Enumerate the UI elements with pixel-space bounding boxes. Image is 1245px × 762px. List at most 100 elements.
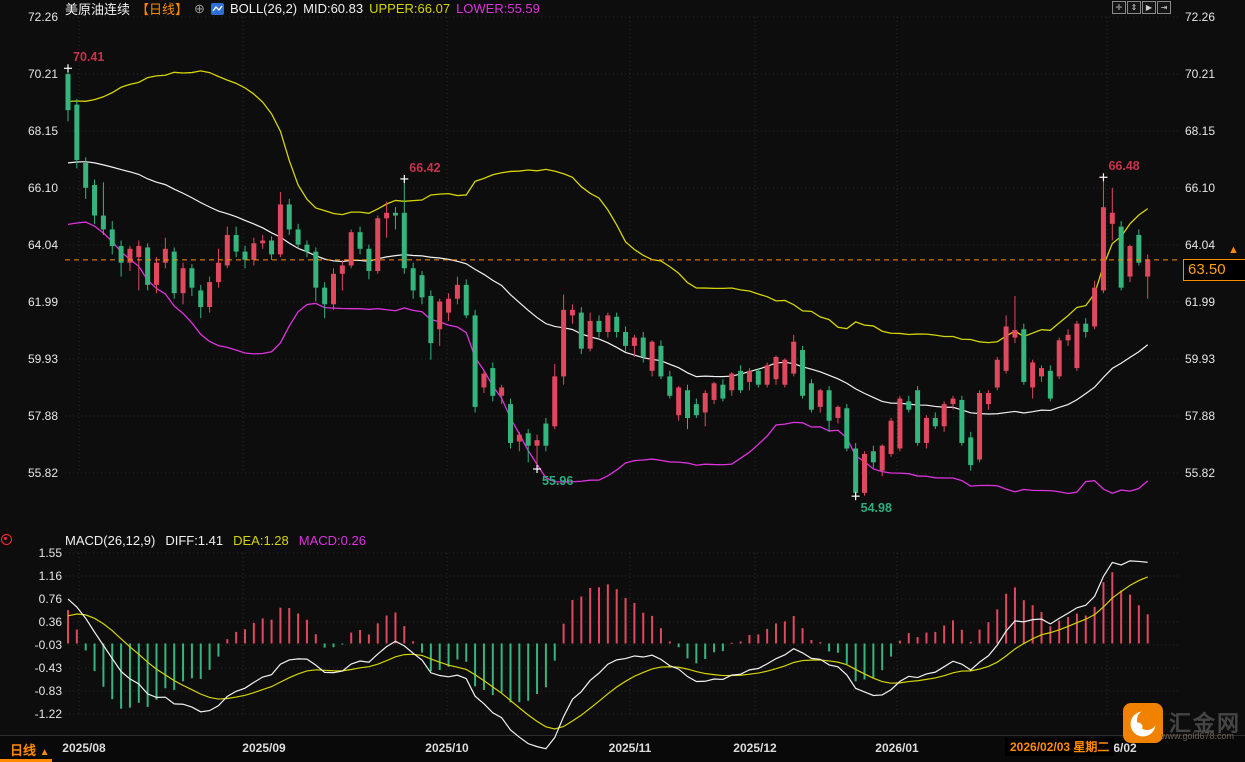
candle-body — [729, 373, 735, 391]
candle-body — [676, 387, 682, 416]
auto-scale-icon[interactable]: ▶ — [1142, 1, 1156, 14]
candle-body — [100, 215, 106, 230]
candle-body — [1065, 334, 1071, 341]
macd-bar — [421, 643, 423, 653]
candle-body — [702, 393, 708, 413]
candle-body — [826, 390, 832, 421]
macd-bar — [810, 640, 813, 644]
candle-body — [968, 437, 974, 466]
candle-body — [977, 393, 983, 460]
macd-bar — [553, 643, 556, 661]
macd-bar — [633, 602, 636, 644]
candle-body — [746, 370, 752, 382]
candle-body — [543, 423, 549, 446]
candle-body — [83, 162, 89, 188]
macd-bar — [527, 643, 530, 701]
macd-bar — [1031, 605, 1034, 644]
candle-body — [720, 384, 726, 399]
period-label[interactable]: 【日线】 — [136, 2, 189, 17]
macd-bar — [350, 632, 353, 644]
candle-body — [853, 448, 859, 493]
candle-body — [348, 232, 354, 266]
candle-body — [516, 434, 522, 442]
macd-bar — [323, 643, 326, 648]
candle-body — [74, 104, 80, 161]
macd-bar — [881, 643, 884, 671]
boll-mid-line — [67, 161, 1149, 415]
macd-bar — [279, 607, 282, 644]
candle-body — [685, 390, 690, 418]
pan-icon[interactable]: ✛ — [1112, 1, 1126, 14]
macd-bar — [651, 615, 654, 644]
chart-header: 美原油连续 【日线】 ⊕ BOLL(26,2) MID:60.83 UPPER:… — [65, 0, 540, 18]
macd-bar — [376, 623, 379, 644]
candle-body — [242, 251, 248, 260]
candle-body — [313, 251, 319, 288]
macd-bar — [580, 596, 583, 644]
macd-bar — [978, 629, 981, 644]
candle-body — [808, 383, 814, 410]
macd-bar — [509, 643, 512, 703]
macd-bar — [491, 643, 494, 696]
macd-bar — [890, 643, 893, 657]
macd-bar — [111, 643, 114, 700]
macd-bar — [766, 628, 769, 644]
candle-body — [1003, 326, 1009, 371]
fit-vertical-icon[interactable]: ⇕ — [1127, 1, 1141, 14]
candle-body — [923, 417, 929, 443]
candle-body — [605, 315, 611, 333]
macd-bar — [872, 643, 875, 679]
symbol-name[interactable]: 美原油连续 — [65, 2, 131, 17]
macd-bar — [75, 629, 78, 644]
macd-bar — [332, 643, 335, 648]
candle-body — [1056, 340, 1062, 377]
macd-bar — [748, 634, 751, 644]
macd-bar — [518, 643, 521, 703]
macd-bar — [217, 643, 220, 657]
macd-bar — [704, 643, 707, 660]
macd-bar — [412, 641, 415, 644]
candle-body — [304, 244, 310, 252]
indicator-chart-icon[interactable] — [210, 2, 224, 15]
candle-body — [844, 408, 850, 449]
macd-bar — [199, 643, 202, 679]
macd-bar — [474, 643, 477, 687]
macd-bar — [429, 643, 432, 672]
boll-lower-value: LOWER:55.59 — [456, 1, 540, 16]
macd-bar — [677, 643, 680, 648]
candle-body — [286, 204, 292, 230]
macd-bar — [819, 642, 822, 644]
macd-bar — [969, 641, 972, 644]
macd-dea-line — [67, 576, 1148, 730]
macd-bar — [598, 587, 600, 644]
macd-bar — [93, 643, 96, 672]
macd-bar — [907, 633, 910, 644]
candle-body — [269, 240, 275, 255]
macd-bar — [952, 620, 954, 644]
macd-bar — [261, 618, 264, 644]
macd-bar — [659, 628, 662, 644]
macd-bar — [1146, 614, 1149, 644]
macd-bar — [943, 625, 946, 644]
macd-bar — [67, 610, 69, 644]
candle-body — [711, 383, 717, 400]
macd-bar — [783, 621, 786, 644]
candle-body — [472, 315, 478, 407]
period-tab-daily[interactable]: 日线 ▲ — [10, 740, 50, 759]
candle-body — [649, 341, 655, 371]
macd-bar — [642, 612, 645, 644]
candle-body — [1021, 329, 1027, 382]
candle-body — [534, 440, 540, 446]
huijin-logo-icon — [1123, 703, 1163, 743]
macd-bar — [190, 643, 193, 679]
jump-latest-icon[interactable]: ⇥ — [1157, 1, 1171, 14]
candle-body — [835, 406, 841, 418]
macd-bar — [155, 643, 158, 700]
macd-bar — [208, 643, 211, 670]
candle-body — [561, 309, 567, 377]
candle-body — [773, 356, 779, 380]
candle-body — [490, 368, 496, 396]
add-indicator-icon[interactable]: ⊕ — [194, 0, 205, 16]
macd-bar — [1005, 593, 1008, 644]
